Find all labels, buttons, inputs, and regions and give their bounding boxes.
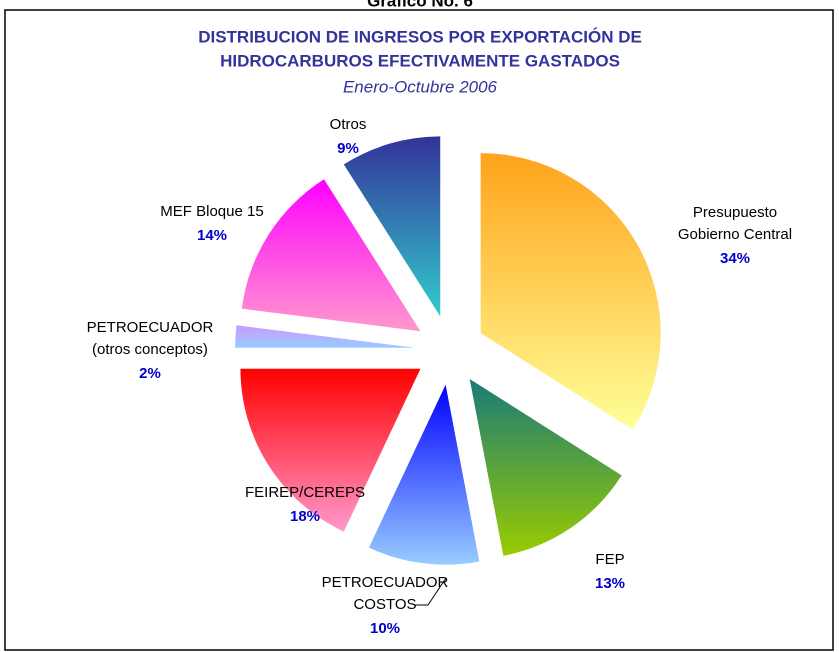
value-label: 13%: [595, 575, 625, 592]
chart-subtitle: Enero-Octubre 2006: [343, 77, 498, 96]
value-label: 18%: [290, 508, 320, 525]
pie-slice: [368, 384, 480, 565]
chart-title: HIDROCARBUROS EFECTIVAMENTE GASTADOS: [220, 51, 620, 70]
slice-label: FEIREP/CEREPS: [245, 484, 365, 501]
slice-label: PETROECUADOR: [322, 574, 449, 591]
chart-title: DISTRIBUCION DE INGRESOS POR EXPORTACIÓN…: [198, 27, 642, 46]
pie-slice: [241, 179, 421, 332]
slice-label: COSTOS: [353, 596, 416, 613]
value-label: 10%: [370, 620, 400, 637]
pie-slice: [235, 325, 416, 348]
value-label: 9%: [337, 140, 359, 157]
chart-frame: [4, 9, 834, 651]
slice-label: FEP: [595, 551, 624, 568]
slice-label: Otros: [330, 116, 367, 133]
pie-slice: [469, 378, 622, 556]
slice-label: MEF Bloque 15: [160, 203, 263, 220]
pie-slice: [480, 153, 661, 430]
chart-heading: Gráfico No. 6: [367, 0, 473, 10]
pie-slice: [343, 136, 441, 317]
value-label: 2%: [139, 365, 161, 382]
slice-label: Gobierno Central: [678, 226, 792, 243]
leader-line: [414, 577, 447, 606]
slice-label: (otros conceptos): [92, 341, 208, 358]
value-label: 14%: [197, 227, 227, 244]
slice-label: PETROECUADOR: [87, 319, 214, 336]
slice-label: Presupuesto: [693, 204, 777, 221]
pie-slice: [240, 368, 421, 532]
value-label: 34%: [720, 250, 750, 267]
